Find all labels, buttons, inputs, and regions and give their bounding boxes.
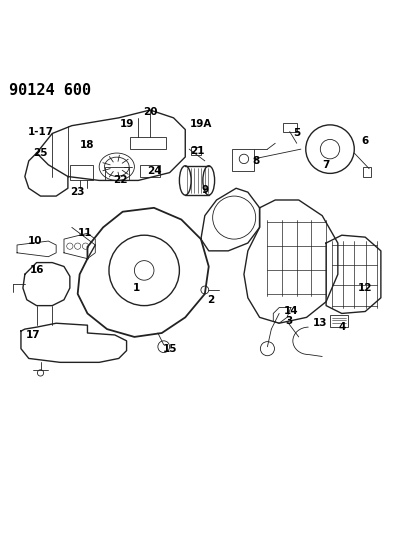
Text: 25: 25 (33, 148, 48, 158)
Text: 15: 15 (162, 344, 177, 354)
Text: 13: 13 (313, 318, 327, 328)
Text: 23: 23 (71, 187, 85, 197)
Text: 2: 2 (207, 295, 214, 305)
Text: 6: 6 (362, 136, 369, 147)
Text: 9: 9 (201, 185, 208, 195)
Text: 19: 19 (119, 119, 134, 128)
Text: 4: 4 (338, 322, 346, 332)
Text: 5: 5 (293, 128, 300, 139)
Text: 24: 24 (147, 166, 161, 176)
Text: 16: 16 (29, 265, 44, 276)
Text: 1: 1 (133, 283, 140, 293)
Text: 19A: 19A (190, 119, 212, 128)
Text: 7: 7 (322, 160, 330, 170)
Text: 22: 22 (113, 175, 128, 185)
Text: 12: 12 (358, 283, 372, 293)
Text: 1-17: 1-17 (28, 126, 54, 136)
Text: 17: 17 (25, 330, 40, 340)
Text: 20: 20 (143, 107, 157, 117)
Text: 18: 18 (80, 140, 95, 150)
Text: 14: 14 (284, 306, 298, 317)
Text: 3: 3 (285, 316, 293, 326)
Text: 21: 21 (190, 146, 204, 156)
Text: 10: 10 (28, 236, 42, 246)
Text: 90124 600: 90124 600 (9, 83, 91, 98)
Text: 11: 11 (78, 228, 93, 238)
Text: 8: 8 (252, 156, 259, 166)
